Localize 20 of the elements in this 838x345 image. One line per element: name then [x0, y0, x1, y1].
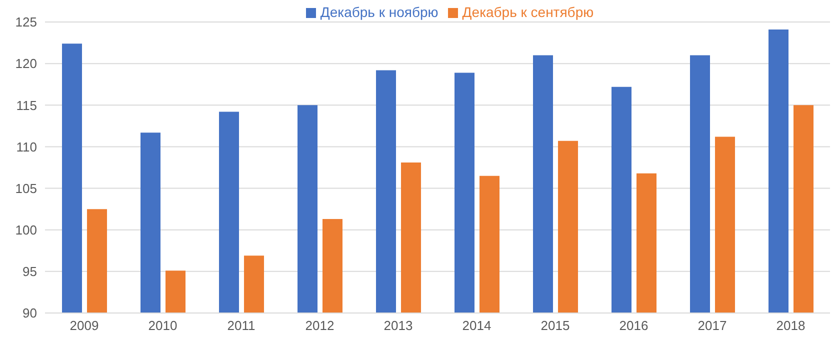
y-tick-label: 105: [15, 180, 37, 196]
x-tick-label: 2011: [227, 318, 256, 334]
y-tick-label: 110: [16, 139, 37, 154]
y-tick-label: 120: [15, 56, 37, 72]
x-tick-label: 2018: [776, 318, 806, 334]
x-tick-label: 2015: [540, 318, 570, 334]
x-tick-label: 2017: [698, 318, 727, 334]
x-tick-label: 2009: [70, 318, 99, 334]
x-tick-label: 2014: [462, 318, 492, 334]
x-tick-label: 2016: [619, 318, 648, 334]
x-tick-label: 2010: [148, 318, 178, 334]
y-tick-label: 90: [22, 306, 37, 321]
y-tick-label: 125: [15, 14, 37, 30]
y-tick-label: 95: [22, 264, 37, 280]
legend-label: Декабрь к сентябрю: [462, 4, 594, 20]
x-tick-label: 2013: [384, 318, 413, 334]
y-tick-label: 100: [15, 222, 37, 238]
legend-label: Декабрь к ноябрю: [320, 4, 438, 20]
x-tick-label: 2012: [305, 318, 334, 334]
y-tick-label: 115: [16, 98, 37, 113]
